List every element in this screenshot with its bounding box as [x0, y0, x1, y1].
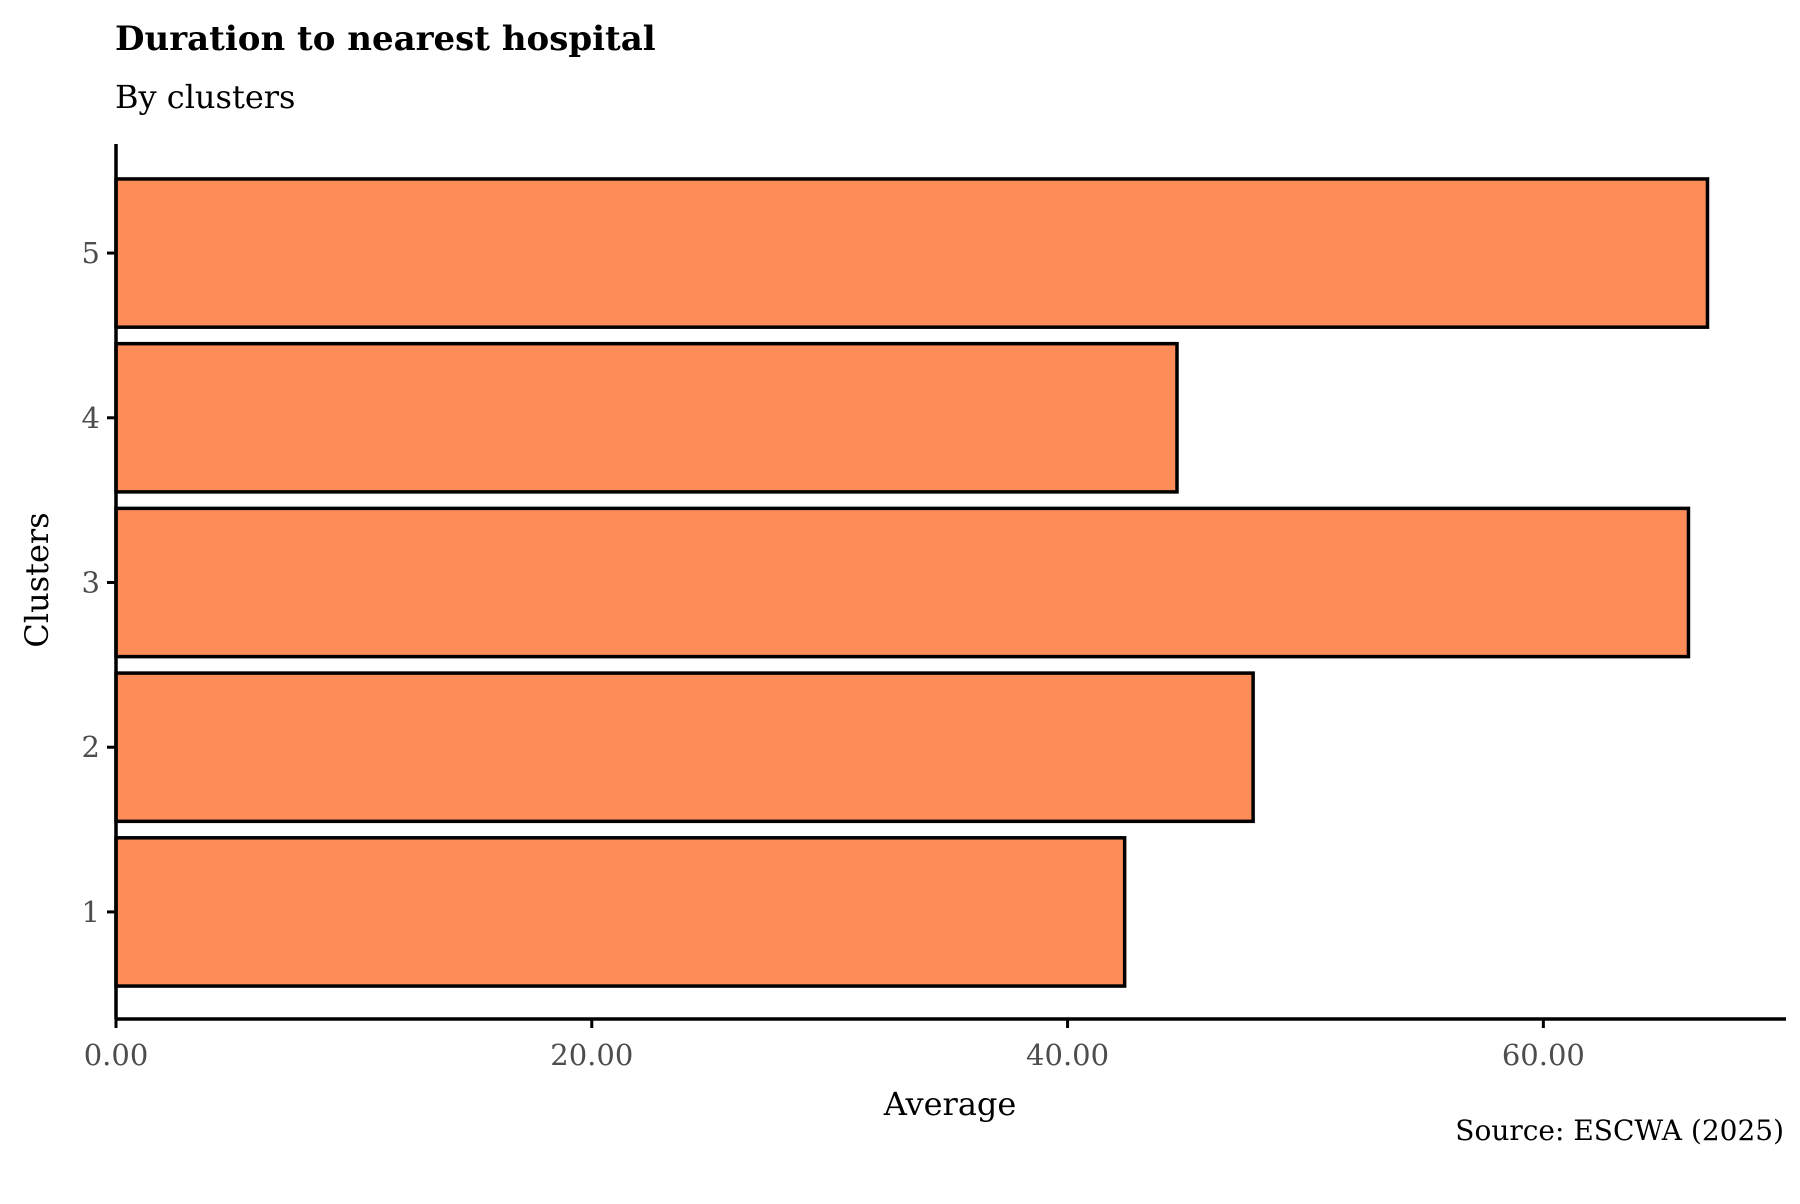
axes-layer: 1 2 3 4 5 0.00 20.00 40.00 60.00 [82, 144, 1786, 1072]
y-axis-title: Clusters [18, 512, 56, 647]
bar-cluster-5 [114, 177, 1710, 329]
x-tick-label-2: 40.00 [1026, 1038, 1109, 1072]
y-tick-label-1: 1 [82, 895, 100, 929]
chart-title: Duration to nearest hospital [115, 19, 656, 59]
bar-cluster-1 [114, 836, 1127, 988]
bar-cluster-4 [114, 341, 1179, 494]
y-tick-label-4: 4 [82, 401, 100, 435]
x-axis-title: Average [883, 1085, 1017, 1123]
x-tick-label-1: 20.00 [550, 1038, 633, 1072]
y-tick-label-5: 5 [82, 236, 100, 270]
x-tick-label-0: 0.00 [84, 1038, 149, 1072]
x-tick-label-3: 60.00 [1502, 1038, 1585, 1072]
bar-cluster-2 [114, 671, 1255, 824]
bars-layer [114, 177, 1710, 988]
y-tick-label-2: 2 [82, 730, 100, 764]
y-tick-label-3: 3 [82, 566, 100, 600]
source-caption: Source: ESCWA (2025) [1455, 1114, 1784, 1147]
bar-cluster-3 [114, 506, 1691, 659]
chart-subtitle: By clusters [115, 78, 295, 116]
